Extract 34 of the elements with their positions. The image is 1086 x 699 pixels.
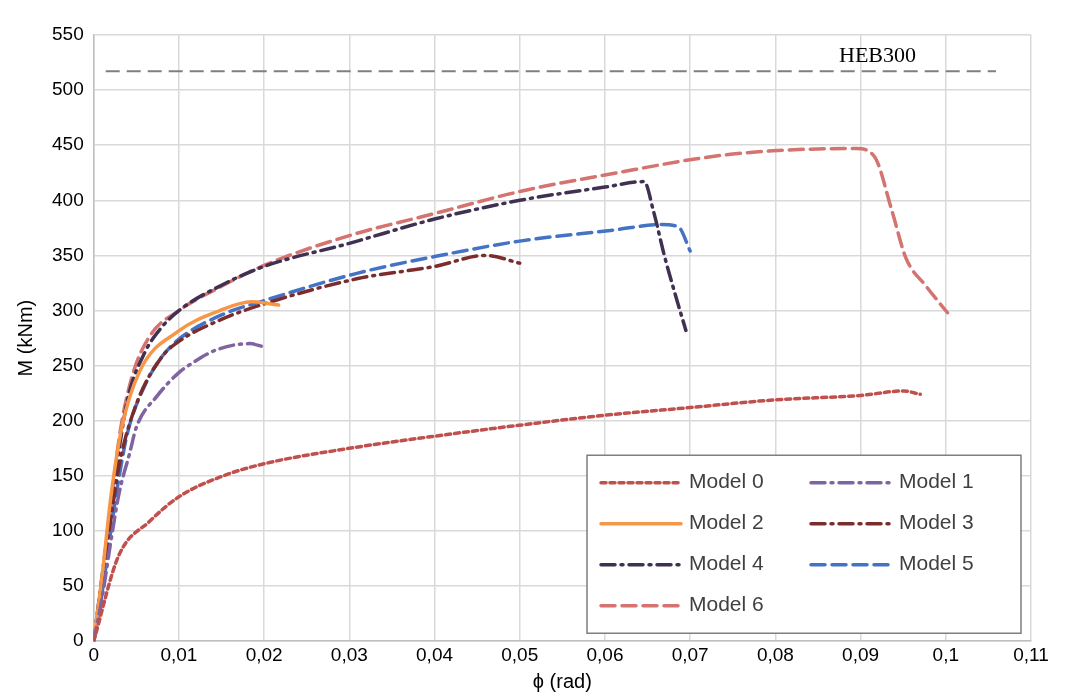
ref-line-label: HEB300 <box>839 42 916 68</box>
x-tick-label: 0,04 <box>416 643 454 665</box>
legend-label: Model 6 <box>689 592 764 616</box>
x-tick-label: 0,11 <box>1013 643 1049 665</box>
x-tick-label: 0,03 <box>330 643 368 665</box>
y-tick-label: 500 <box>52 78 84 100</box>
legend-label: Model 5 <box>899 551 974 575</box>
legend-label: Model 4 <box>689 551 765 575</box>
legend-label: Model 0 <box>689 469 764 493</box>
y-tick-label: 300 <box>52 298 84 320</box>
y-tick-label: 50 <box>62 574 84 596</box>
x-tick-label: 0,02 <box>245 643 283 665</box>
x-tick-label: 0,01 <box>160 643 198 665</box>
y-axis-title: M (kNm) <box>13 299 36 377</box>
y-tick-label: 400 <box>52 188 84 210</box>
legend-label: Model 1 <box>899 469 974 493</box>
y-tick-label: 450 <box>52 133 84 155</box>
y-tick-label: 200 <box>52 409 84 430</box>
y-tick-label: 550 <box>52 23 84 45</box>
y-tick-label: 150 <box>52 464 84 486</box>
x-tick-label: 0,09 <box>842 643 880 665</box>
y-tick-label: 0 <box>73 629 84 651</box>
legend-label: Model 3 <box>899 510 974 534</box>
legend-label: Model 2 <box>689 510 764 534</box>
y-tick-label: 250 <box>52 353 84 375</box>
x-tick-label: 0 <box>88 643 99 665</box>
x-axis-title: ϕ (rad) <box>532 669 592 692</box>
x-tick-label: 0,05 <box>501 643 539 665</box>
x-tick-label: 0,07 <box>671 643 709 665</box>
y-tick-label: 100 <box>52 519 84 541</box>
x-tick-label: 0,06 <box>586 643 624 665</box>
y-tick-label: 350 <box>52 243 84 265</box>
x-tick-label: 0,08 <box>756 643 794 665</box>
x-tick-label: 0,1 <box>932 643 959 665</box>
